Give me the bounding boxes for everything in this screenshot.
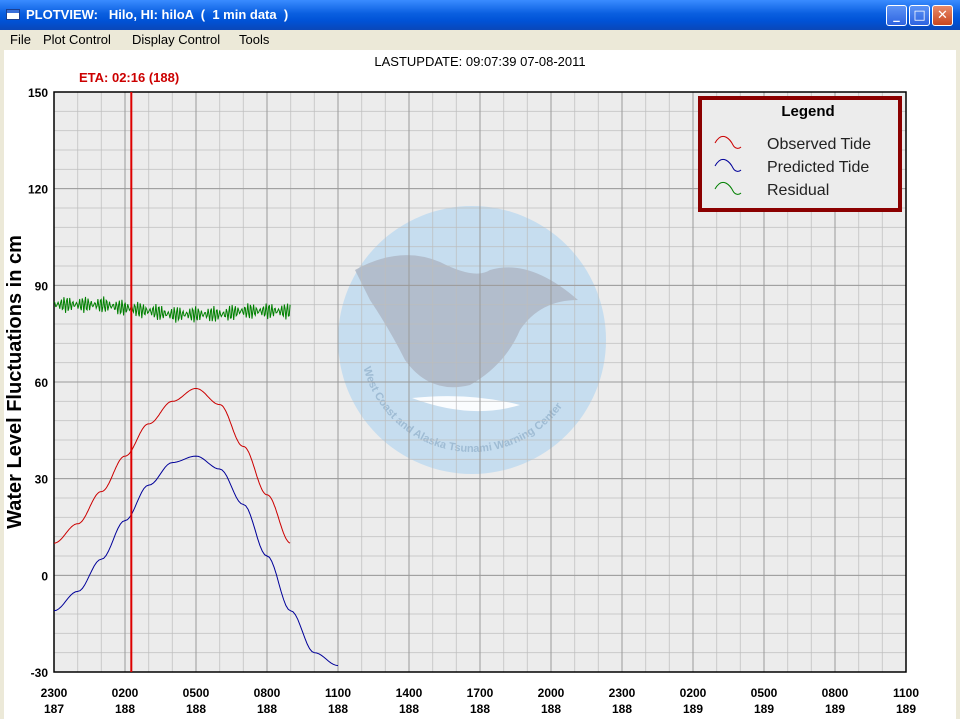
x-tick-time-label: 1100	[893, 686, 919, 700]
legend-swatch	[714, 158, 742, 172]
x-tick-day-label: 188	[115, 702, 135, 716]
x-tick-day-label: 189	[754, 702, 774, 716]
window-title: PLOTVIEW: Hilo, HI: hiloA ( 1 min data )	[26, 7, 289, 22]
noaa-bird-icon	[355, 255, 578, 388]
menu-file[interactable]: File	[10, 32, 31, 47]
y-tick-label: 150	[28, 86, 48, 100]
x-tick-day-label: 187	[44, 702, 64, 716]
x-tick-day-label: 188	[257, 702, 277, 716]
menu-tools[interactable]: Tools	[239, 32, 270, 47]
maximize-button[interactable]: □	[909, 5, 930, 26]
x-tick-day-label: 188	[612, 702, 632, 716]
x-tick-time-label: 2000	[538, 686, 565, 700]
last-update-label: LASTUPDATE: 09:07:39 07-08-2011	[374, 54, 586, 69]
x-tick-time-label: 1700	[467, 686, 494, 700]
x-tick-time-label: 0800	[822, 686, 849, 700]
menu-bar: File Plot Control Display Control Tools	[0, 30, 960, 50]
y-tick-label: 30	[35, 473, 49, 487]
window-app-icon[interactable]	[6, 9, 20, 20]
y-tick-label: 120	[28, 183, 48, 197]
minimize-button[interactable]: _	[886, 5, 907, 26]
x-tick-day-label: 188	[470, 702, 490, 716]
series-line-observed-tide	[54, 388, 291, 544]
x-tick-day-label: 188	[328, 702, 348, 716]
title-bar[interactable]: PLOTVIEW: Hilo, HI: hiloA ( 1 min data )…	[0, 0, 960, 30]
x-tick-time-label: 2300	[41, 686, 68, 700]
x-tick-day-label: 189	[683, 702, 703, 716]
x-tick-day-label: 188	[541, 702, 561, 716]
x-tick-time-label: 0500	[751, 686, 778, 700]
series-line-residual	[53, 296, 291, 323]
legend-entry: Observed Tide	[767, 136, 871, 153]
noaa-wing-icon	[412, 396, 520, 412]
close-button[interactable]: ✕	[932, 5, 953, 26]
legend-entry: Predicted Tide	[767, 159, 869, 176]
y-axis-label: Water Level Fluctuations in cm	[4, 235, 26, 529]
eta-label: ETA: 02:16 (188)	[79, 70, 179, 85]
x-tick-day-label: 188	[399, 702, 419, 716]
x-tick-time-label: 0200	[680, 686, 707, 700]
y-tick-label: 90	[35, 279, 49, 293]
series-line-predicted-tide	[53, 455, 339, 667]
legend-entry: Residual	[767, 182, 829, 199]
legend-swatch	[714, 135, 742, 149]
y-tick-label: 60	[35, 376, 49, 390]
plot-border	[53, 91, 907, 673]
x-tick-time-label: 1400	[396, 686, 423, 700]
x-tick-time-label: 1100	[325, 686, 351, 700]
x-tick-day-label: 189	[825, 702, 845, 716]
x-tick-time-label: 0500	[183, 686, 210, 700]
x-tick-time-label: 0200	[112, 686, 139, 700]
x-tick-time-label: 0800	[254, 686, 281, 700]
y-tick-label: -30	[31, 666, 49, 680]
menu-plot-control[interactable]: Plot Control	[43, 32, 111, 47]
x-tick-day-label: 188	[186, 702, 206, 716]
legend-swatch	[714, 181, 742, 195]
menu-display-control[interactable]: Display Control	[132, 32, 221, 47]
x-tick-day-label: 189	[896, 702, 916, 716]
x-tick-time-label: 2300	[609, 686, 636, 700]
y-tick-label: 0	[41, 569, 48, 583]
legend-title: Legend	[781, 103, 834, 120]
